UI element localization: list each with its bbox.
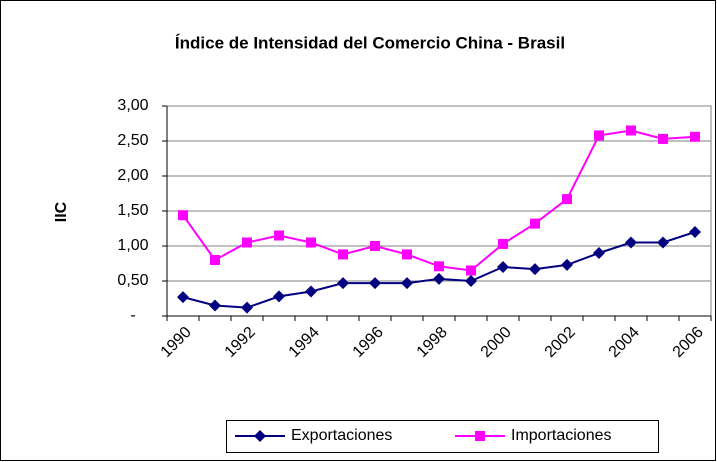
- legend-marker: [254, 430, 266, 442]
- data-point: [594, 130, 604, 141]
- y-tick-label: -: [130, 307, 135, 324]
- y-tick-label: 2,00: [117, 167, 148, 184]
- data-point: [370, 241, 380, 251]
- data-point: [402, 249, 412, 260]
- data-point: [242, 237, 252, 248]
- data-point: [593, 247, 605, 259]
- y-tick-label: 0,50: [117, 272, 148, 289]
- data-point: [209, 299, 221, 312]
- legend-label: Exportaciones: [291, 427, 392, 444]
- data-point: [498, 238, 508, 249]
- data-point: [210, 255, 220, 265]
- chart-title: Índice de Intensidad del Comercio China …: [175, 33, 565, 52]
- data-point: [369, 277, 381, 290]
- data-point: [274, 230, 284, 241]
- data-point: [625, 236, 637, 249]
- data-point: [497, 261, 509, 273]
- data-point: [561, 258, 573, 271]
- y-tick-label: 2,50: [117, 132, 148, 149]
- data-point: [401, 277, 413, 290]
- data-point: [178, 210, 188, 221]
- data-point: [433, 272, 445, 285]
- data-point: [338, 249, 348, 260]
- data-point: [466, 265, 476, 276]
- data-point: [273, 290, 285, 303]
- y-tick-label: 1,00: [117, 237, 148, 254]
- data-point: [689, 226, 701, 238]
- data-point: [177, 291, 189, 304]
- y-axis-label: IIC: [53, 201, 70, 222]
- data-point: [658, 133, 668, 144]
- legend-label: Importaciones: [511, 427, 612, 444]
- data-point: [529, 263, 541, 276]
- data-point: [241, 301, 253, 314]
- data-point: [337, 277, 349, 290]
- data-point: [306, 237, 316, 248]
- data-point: [657, 236, 669, 249]
- data-point: [465, 275, 477, 287]
- legend-marker: [475, 431, 485, 441]
- data-point: [626, 125, 636, 136]
- y-tick-label: 3,00: [117, 97, 148, 114]
- legend-box: [226, 420, 659, 453]
- data-point: [562, 194, 572, 205]
- data-point: [690, 131, 700, 142]
- y-tick-label: 1,50: [117, 202, 148, 219]
- data-point: [530, 218, 540, 229]
- data-point: [305, 285, 317, 298]
- data-point: [434, 261, 444, 272]
